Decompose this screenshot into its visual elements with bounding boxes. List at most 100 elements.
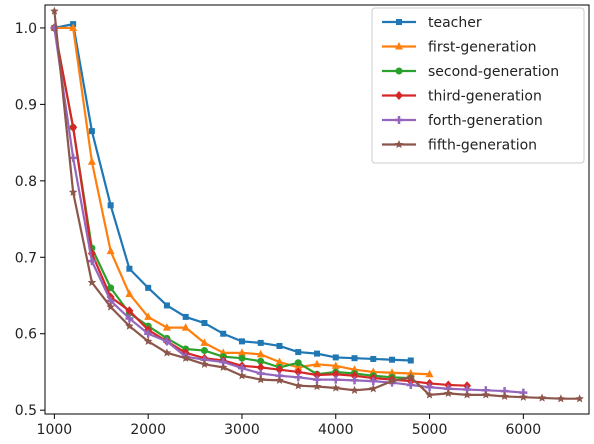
data-point [201, 320, 208, 327]
data-point [163, 302, 170, 309]
data-point [68, 187, 78, 196]
legend-item-fifth-generation: fifth-generation [382, 138, 537, 154]
data-point [294, 373, 303, 382]
data-point [462, 390, 472, 399]
legend: teacher first-generation second-generation… [371, 7, 585, 164]
legend-item-forth-generation: forth-generation [382, 113, 543, 129]
series-second-generation [50, 24, 415, 382]
data-point [200, 338, 209, 346]
series-teacher [51, 21, 414, 364]
x-tick-label: 1000 [37, 422, 73, 438]
legend-item-third-generation: third-generation [382, 89, 542, 105]
data-point [125, 321, 134, 330]
data-point [125, 306, 134, 316]
data-point [237, 364, 246, 373]
data-point [407, 357, 414, 364]
data-point [125, 289, 134, 297]
data-point [370, 355, 377, 362]
legend-marker [394, 140, 404, 149]
data-point [145, 284, 152, 291]
data-point [126, 265, 133, 272]
data-point [276, 342, 283, 349]
x-tick-label: 5000 [412, 422, 448, 438]
data-point [182, 313, 189, 320]
y-tick-label: 0.6 [15, 327, 37, 343]
x-tick-label: 2000 [130, 422, 166, 438]
data-point [200, 359, 209, 368]
data-point [257, 339, 264, 346]
data-point [294, 367, 303, 377]
data-point [481, 390, 491, 399]
data-point [220, 330, 227, 337]
data-point [275, 365, 284, 375]
data-point [350, 376, 359, 385]
legend-item-first-generation: first-generation [382, 40, 537, 56]
data-point [144, 329, 153, 338]
data-point [106, 302, 115, 311]
data-point [162, 323, 171, 331]
data-point [144, 312, 153, 320]
data-point [87, 278, 97, 287]
data-point [406, 368, 415, 377]
data-point [425, 390, 434, 399]
data-point [238, 338, 245, 345]
data-point [369, 384, 378, 393]
data-point [387, 376, 397, 385]
data-point [294, 359, 302, 367]
series-fifth-generation [50, 6, 584, 403]
legend-label: teacher [428, 15, 482, 31]
data-point [294, 362, 303, 371]
data-point [69, 23, 78, 31]
legend-marker [395, 67, 403, 75]
legend-label: first-generation [428, 40, 537, 56]
data-point [331, 375, 340, 384]
data-point [125, 314, 134, 323]
data-point [369, 377, 378, 386]
legend-marker [395, 91, 403, 100]
y-axis: 0.5 0.6 0.7 0.8 0.9 1.0 [15, 21, 45, 419]
data-point [50, 6, 59, 15]
data-point [162, 348, 172, 357]
data-point [351, 355, 358, 362]
plot-frame [44, 4, 590, 415]
data-point [256, 349, 265, 358]
x-tick-label: 3000 [224, 422, 260, 438]
data-point [519, 392, 528, 401]
data-point [88, 128, 95, 135]
legend-label: forth-generation [428, 113, 543, 129]
legend-item-teacher: teacher [382, 15, 482, 31]
data-point [537, 393, 547, 402]
data-point [275, 357, 284, 366]
data-point [314, 350, 320, 357]
data-point [295, 349, 302, 356]
legend-box [371, 7, 585, 164]
data-point [107, 284, 115, 292]
data-point [181, 353, 190, 362]
data-point [162, 337, 171, 346]
data-point [237, 348, 246, 356]
legend-label: second-generation [428, 64, 559, 80]
data-point [444, 388, 453, 397]
data-point [406, 372, 416, 381]
y-tick-label: 0.9 [15, 97, 37, 113]
legend-item-second-generation: second-generation [382, 64, 559, 80]
data-point [87, 257, 96, 266]
data-point [237, 371, 247, 380]
data-point [256, 375, 265, 384]
data-point [350, 385, 359, 394]
data-point [350, 371, 359, 381]
data-point [425, 383, 434, 392]
data-point [406, 380, 415, 389]
y-tick-label: 0.8 [15, 174, 37, 190]
data-point [575, 394, 584, 403]
x-axis: 1000 2000 3000 4000 5000 6000 [37, 414, 542, 438]
data-point [200, 347, 208, 355]
x-tick-label: 6000 [506, 422, 542, 438]
data-point [181, 323, 190, 331]
x-tick-label: 4000 [318, 422, 354, 438]
data-point [69, 122, 78, 132]
y-tick-label: 1.0 [15, 21, 37, 37]
legend-marker [395, 42, 403, 50]
